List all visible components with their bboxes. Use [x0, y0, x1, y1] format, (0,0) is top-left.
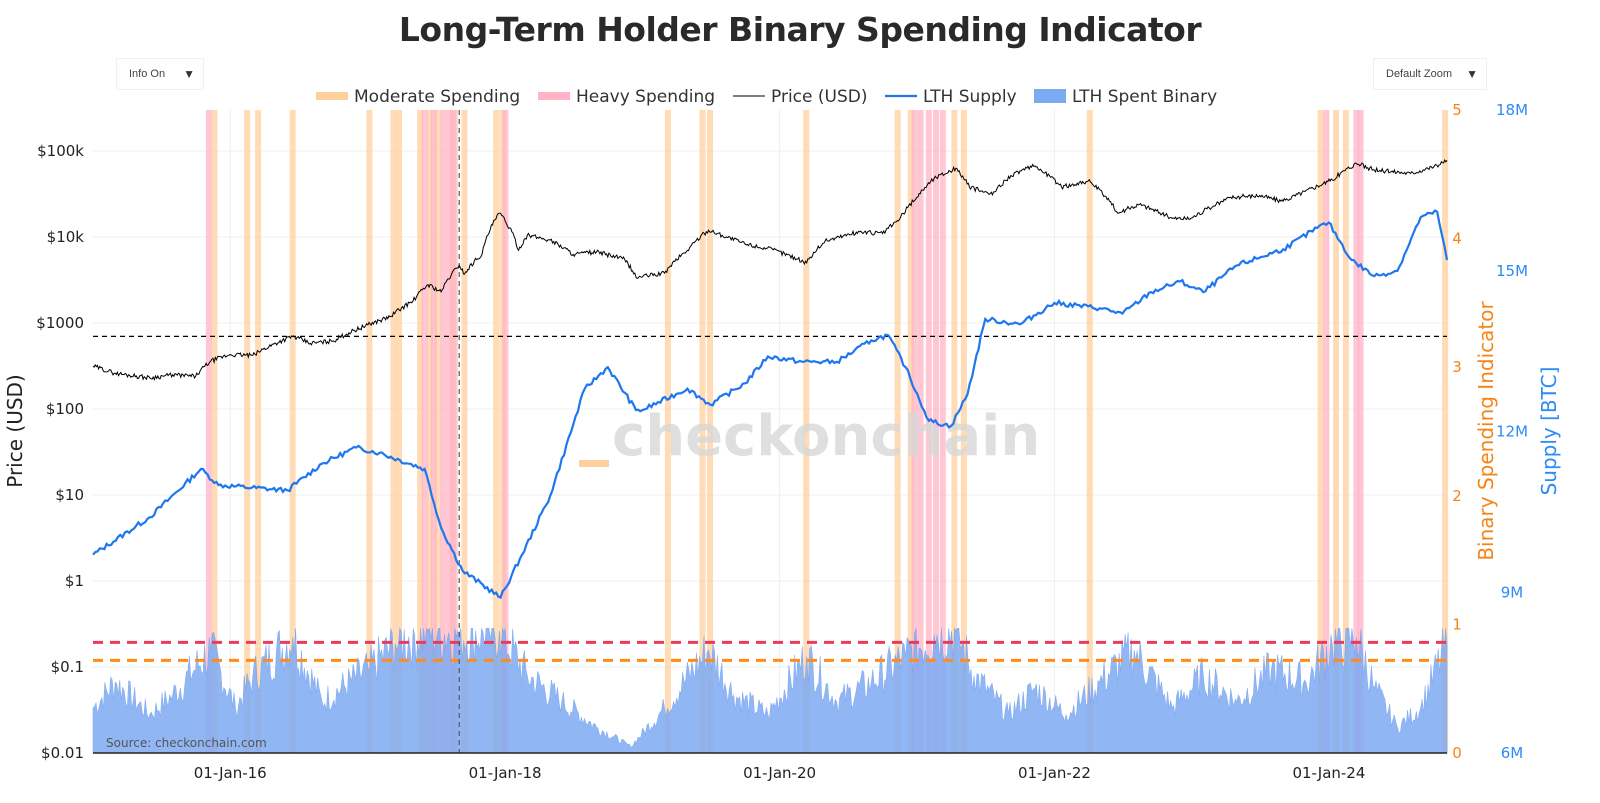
legend-lth-spent-swatch: [1034, 89, 1066, 103]
zoom-dropdown[interactable]: Default Zoom ▼: [1373, 58, 1487, 90]
legend-moderate-swatch: [316, 92, 348, 100]
supply-axis-title: Supply [BTC]: [1537, 367, 1561, 496]
indicator-tick-label: 0: [1452, 744, 1462, 762]
moderate-band: [907, 110, 914, 753]
lth-supply-series: [92, 209, 1449, 600]
price-tick-label: $1: [65, 572, 84, 590]
price-line: [92, 159, 1448, 381]
heavy-band: [939, 110, 946, 753]
lth-supply-line: [92, 209, 1449, 600]
price-tick-label: $0.1: [51, 658, 84, 676]
heavy-band: [446, 110, 453, 753]
heavy-band: [933, 110, 940, 753]
x-tick-label: 01-Jan-24: [1292, 764, 1365, 782]
info-dropdown[interactable]: Info On ▼: [116, 58, 204, 90]
moderate-band: [390, 110, 397, 753]
chart-title: Long-Term Holder Binary Spending Indicat…: [398, 10, 1202, 49]
moderate-band: [426, 110, 433, 753]
heavy-band: [430, 110, 437, 753]
legend-price-label: Price (USD): [771, 87, 867, 107]
heavy-band: [1353, 110, 1360, 753]
moderate-band: [499, 110, 506, 753]
moderate-band: [493, 110, 500, 753]
heavy-band: [925, 110, 932, 753]
x-tick-label: 01-Jan-16: [194, 764, 267, 782]
moderate-band: [1317, 110, 1324, 753]
price-axis-title: Price (USD): [3, 374, 27, 488]
moderate-band: [211, 110, 218, 753]
price-series: [92, 159, 1448, 381]
axes: $0.01 $0.1 $1 $10 $100 $1000 $10k $100k 0 1 2 3 4 5 6M…: [3, 101, 1561, 782]
zoom-dropdown-label: Default Zoom: [1386, 68, 1453, 80]
price-tick-label: $100: [46, 400, 84, 418]
source-text: Source: checkonchain.com: [106, 736, 267, 750]
price-tick-label: $1000: [36, 314, 84, 332]
moderate-band: [894, 110, 901, 753]
supply-tick-label: 15M: [1496, 262, 1528, 280]
lth-spent-area-path: [92, 627, 1448, 754]
moderate-band: [1342, 110, 1349, 753]
moderate-band: [396, 110, 403, 753]
chevron-down-icon: ▼: [1466, 67, 1478, 81]
legend-moderate-label: Moderate Spending: [354, 87, 520, 107]
supply-tick-label: 12M: [1496, 423, 1528, 441]
moderate-band: [707, 110, 714, 753]
heavy-band: [917, 110, 924, 753]
supply-tick-label: 9M: [1501, 583, 1524, 601]
moderate-band: [244, 110, 251, 753]
indicator-tick-label: 5: [1452, 101, 1462, 119]
info-dropdown-label: Info On: [129, 68, 166, 80]
x-tick-label: 01-Jan-22: [1018, 764, 1091, 782]
heavy-band: [502, 110, 509, 753]
heavy-band: [421, 110, 428, 753]
heavy-band: [1323, 110, 1330, 753]
moderate-band: [1442, 110, 1449, 753]
price-tick-label: $10k: [47, 228, 85, 246]
moderate-band: [255, 110, 262, 753]
moderate-band: [664, 110, 671, 753]
moderate-band: [366, 110, 373, 753]
watermark: checkonchain: [579, 404, 1040, 469]
price-tick-label: $0.01: [41, 744, 84, 762]
moderate-band: [803, 110, 810, 753]
legend-heavy-label: Heavy Spending: [576, 87, 715, 107]
indicator-tick-label: 1: [1452, 615, 1462, 633]
price-tick-label: $100k: [37, 142, 84, 160]
spending-bands: [205, 110, 1449, 753]
legend-heavy-swatch: [538, 92, 570, 100]
heavy-band: [440, 110, 447, 753]
moderate-band: [951, 110, 958, 753]
heavy-band: [205, 110, 212, 753]
chevron-down-icon: ▼: [183, 67, 195, 81]
moderate-band: [1086, 110, 1093, 753]
indicator-axis-title: Binary Spending Indicator: [1474, 301, 1498, 561]
indicator-tick-label: 3: [1452, 358, 1462, 376]
indicator-tick-label: 2: [1452, 487, 1462, 505]
moderate-band: [434, 110, 441, 753]
x-tick-label: 01-Jan-18: [469, 764, 542, 782]
legend[interactable]: Moderate Spending Heavy Spending Price (US…: [316, 87, 1217, 107]
moderate-band: [699, 110, 706, 753]
watermark-logo-mark: [579, 460, 609, 467]
x-tick-label: 01-Jan-20: [743, 764, 816, 782]
heavy-band: [911, 110, 918, 753]
price-tick-label: $10: [55, 486, 84, 504]
moderate-band: [461, 110, 468, 753]
legend-lth-supply-label: LTH Supply: [923, 87, 1017, 107]
legend-lth-spent-label: LTH Spent Binary: [1072, 87, 1217, 107]
moderate-band: [1333, 110, 1340, 753]
reference-lines: [93, 110, 1447, 753]
moderate-band: [417, 110, 424, 753]
moderate-band: [960, 110, 967, 753]
lth-spent-area: [92, 627, 1448, 754]
indicator-tick-label: 4: [1452, 230, 1462, 248]
supply-tick-label: 18M: [1496, 101, 1528, 119]
moderate-band: [289, 110, 296, 753]
watermark-text: checkonchain: [612, 404, 1040, 469]
heavy-band: [1357, 110, 1364, 753]
heavy-band: [451, 110, 458, 753]
supply-tick-label: 6M: [1501, 744, 1524, 762]
